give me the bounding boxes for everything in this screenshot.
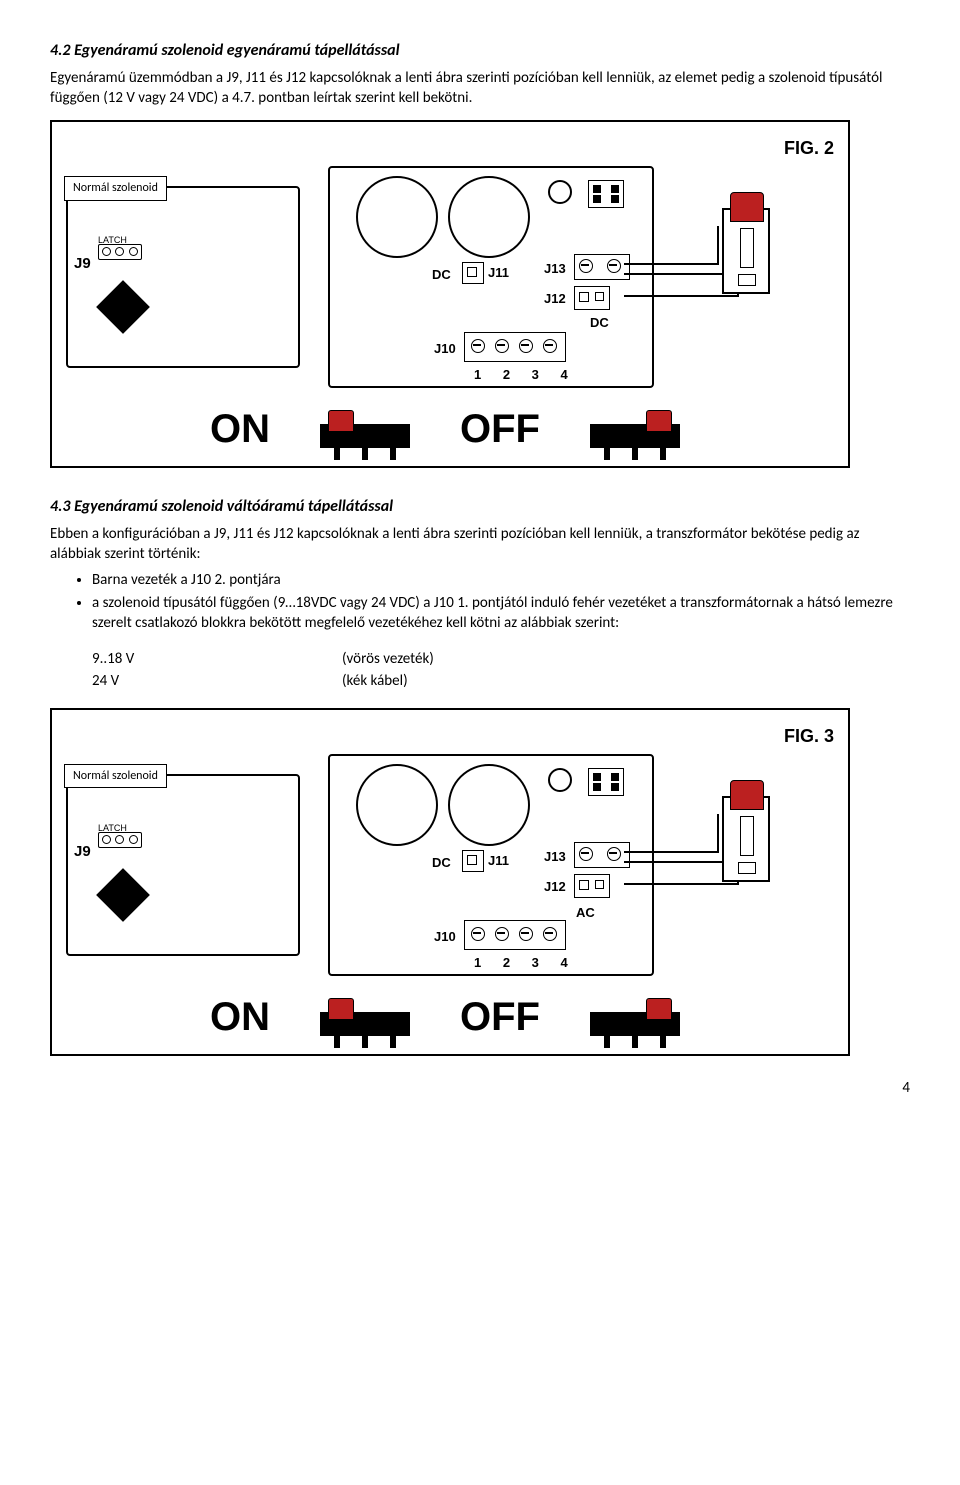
- j11-label-fig2: J11: [488, 264, 509, 282]
- j11-box-fig3: [462, 850, 484, 872]
- small-board-fig3: Normál szolenoid J9 LATCH: [66, 774, 300, 956]
- j12-box-fig2: [574, 286, 610, 310]
- off-label-fig2: OFF: [460, 402, 540, 456]
- j9-label-fig3: J9: [74, 842, 91, 862]
- j11-box-fig2: [462, 262, 484, 284]
- section-4-3-list: Barna vezeték a J10 2. pontjára a szolen…: [50, 570, 910, 633]
- j10-label-fig3: J10: [434, 928, 456, 946]
- red-button-icon: [722, 208, 770, 294]
- j12-label-fig3: J12: [544, 878, 566, 896]
- figure-3-box: FIG. 3 Normál szolenoid J9 LATCH DC: [50, 708, 850, 1056]
- small-part-icon: [588, 768, 624, 796]
- red-button-cap-icon: [730, 192, 764, 222]
- latch-symbol-fig3: [98, 832, 142, 848]
- off-label-fig3: OFF: [460, 990, 540, 1044]
- latch-symbol-fig2: [98, 244, 142, 260]
- j12-label-fig2: J12: [544, 290, 566, 308]
- big-board-fig3: DC J11 J13 J12 AC J10 1 2 3: [328, 754, 654, 976]
- on-label-fig2: ON: [210, 402, 270, 456]
- red-button-cap-icon: [730, 780, 764, 810]
- onoff-row-fig3: ON OFF: [66, 990, 834, 1044]
- j10-terminal-fig2: [464, 332, 566, 362]
- on-switch-icon: [310, 410, 420, 448]
- capacitor-icon: [356, 176, 438, 258]
- j10-label-fig2: J10: [434, 340, 456, 358]
- figure-3-label: FIG. 3: [66, 724, 834, 748]
- j10-terminal-fig3: [464, 920, 566, 950]
- button-assembly-fig2: [682, 166, 802, 384]
- j13-label-fig3: J13: [544, 848, 566, 866]
- section-4-2-heading: 4.2 Egyenáramú szolenoid egyenáramú tápe…: [50, 40, 910, 62]
- bullet-1: Barna vezeték a J10 2. pontjára: [92, 570, 910, 590]
- figure-3-row: Normál szolenoid J9 LATCH DC J11 J1: [66, 754, 834, 976]
- figure-2-label: FIG. 2: [66, 136, 834, 160]
- figure-2-row: Normál szolenoid J9 LATCH DC: [66, 166, 834, 388]
- j13-terminal-fig2: [574, 254, 630, 280]
- volt-row-1: 9..18 V (vörös vezeték): [92, 649, 910, 669]
- section-4-3-para: Ebben a konfigurációban a J9, J11 és J12…: [50, 524, 910, 565]
- off-switch-icon: [580, 998, 690, 1036]
- page-number: 4: [902, 1078, 910, 1098]
- dc-label-2-fig2: DC: [590, 314, 609, 332]
- small-part-icon: [588, 180, 624, 208]
- section-4-2-para: Egyenáramú üzemmódban a J9, J11 és J12 k…: [50, 68, 910, 109]
- button-assembly-fig3: [682, 754, 802, 972]
- on-switch-icon: [310, 998, 420, 1036]
- chip-icon-fig3: [96, 868, 150, 922]
- off-switch-icon: [580, 410, 690, 448]
- j13-terminal-fig3: [574, 842, 630, 868]
- j11-label-fig3: J11: [488, 852, 509, 870]
- bullet-2: a szolenoid típusától függően (9…18VDC v…: [92, 593, 910, 634]
- ac-label-fig3: AC: [576, 904, 595, 922]
- chip-icon-fig2: [96, 280, 150, 334]
- note-normal-solenoid-fig3: Normál szolenoid: [64, 764, 167, 788]
- volt-1-left: 9..18 V: [92, 649, 342, 669]
- onoff-row-fig2: ON OFF: [66, 402, 834, 456]
- note-normal-solenoid-fig2: Normál szolenoid: [64, 176, 167, 200]
- dc-label-1-fig2: DC: [432, 266, 451, 284]
- volt-row-2: 24 V (kék kábel): [92, 671, 910, 691]
- capacitor-icon: [448, 764, 530, 846]
- big-board-fig2: DC J11 J13 J12 DC J10: [328, 166, 654, 388]
- j9-label-fig2: J9: [74, 254, 91, 274]
- section-4-3-heading: 4.3 Egyenáramú szolenoid váltóáramú tápe…: [50, 496, 910, 518]
- volt-1-right: (vörös vezeték): [342, 649, 434, 669]
- small-cap-icon: [548, 768, 572, 792]
- on-label-fig3: ON: [210, 990, 270, 1044]
- j10-numbers-fig2: 1 2 3 4: [474, 366, 577, 384]
- capacitor-icon: [356, 764, 438, 846]
- small-board-fig2: Normál szolenoid J9 LATCH: [66, 186, 300, 368]
- red-button-icon: [722, 796, 770, 882]
- j12-box-fig3: [574, 874, 610, 898]
- j13-label-fig2: J13: [544, 260, 566, 278]
- small-cap-icon: [548, 180, 572, 204]
- volt-2-left: 24 V: [92, 671, 342, 691]
- figure-2-box: FIG. 2 Normál szolenoid J9 LATCH: [50, 120, 850, 468]
- capacitor-icon: [448, 176, 530, 258]
- volt-2-right: (kék kábel): [342, 671, 408, 691]
- dc-label-1-fig3: DC: [432, 854, 451, 872]
- j10-numbers-fig3: 1 2 3 4: [474, 954, 577, 972]
